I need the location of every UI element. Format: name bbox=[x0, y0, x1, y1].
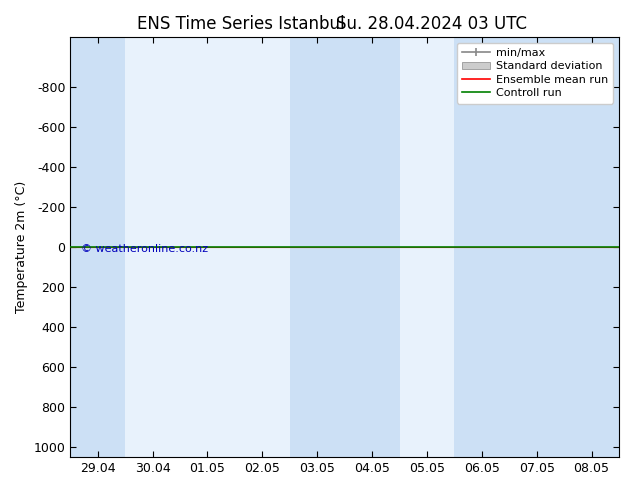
Text: © weatheronline.co.nz: © weatheronline.co.nz bbox=[81, 244, 209, 254]
Y-axis label: Temperature 2m (°C): Temperature 2m (°C) bbox=[15, 181, 28, 313]
Text: ENS Time Series Istanbul: ENS Time Series Istanbul bbox=[137, 15, 345, 33]
Bar bbox=[70, 37, 125, 457]
Text: Su. 28.04.2024 03 UTC: Su. 28.04.2024 03 UTC bbox=[335, 15, 527, 33]
Bar bbox=[455, 37, 619, 457]
Legend: min/max, Standard deviation, Ensemble mean run, Controll run: min/max, Standard deviation, Ensemble me… bbox=[456, 43, 614, 104]
Bar bbox=[290, 37, 399, 457]
